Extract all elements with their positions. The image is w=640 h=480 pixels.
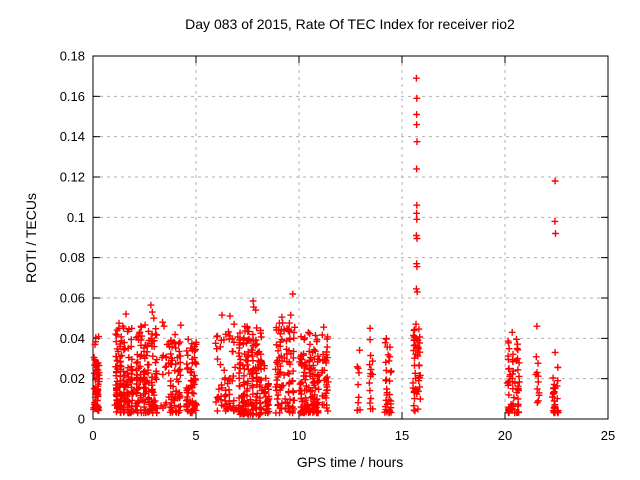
y-tick-label: 0.14 — [60, 129, 85, 144]
y-tick-label: 0.12 — [60, 170, 85, 185]
x-tick-label: 25 — [601, 428, 615, 443]
y-axis-label: ROTI / TECUs — [23, 193, 39, 283]
y-tick-label: 0.04 — [60, 331, 85, 346]
y-tick-label: 0.1 — [67, 210, 85, 225]
y-tick-label: 0.02 — [60, 371, 85, 386]
y-tick-label: 0 — [78, 412, 85, 427]
y-tick-label: 0.06 — [60, 291, 85, 306]
scatter-data-points — [90, 74, 562, 419]
y-tick-label: 0.16 — [60, 89, 85, 104]
x-tick-label: 20 — [498, 428, 512, 443]
chart-title: Day 083 of 2015, Rate Of TEC Index for r… — [185, 16, 515, 32]
x-tick-label: 10 — [292, 428, 306, 443]
x-tick-label: 15 — [395, 428, 409, 443]
tick-labels: 0 5 10 15 20 25 0 0.02 0.04 0.06 0.08 0.1 0.12 0.14 0.… — [60, 49, 616, 444]
x-axis-label: GPS time / hours — [297, 454, 404, 470]
plot-border — [92, 55, 609, 420]
gridlines — [93, 56, 608, 419]
y-tick-label: 0.18 — [60, 49, 85, 64]
y-tick-label: 0.08 — [60, 250, 85, 265]
x-tick-label: 0 — [89, 428, 96, 443]
x-tick-label: 5 — [192, 428, 199, 443]
